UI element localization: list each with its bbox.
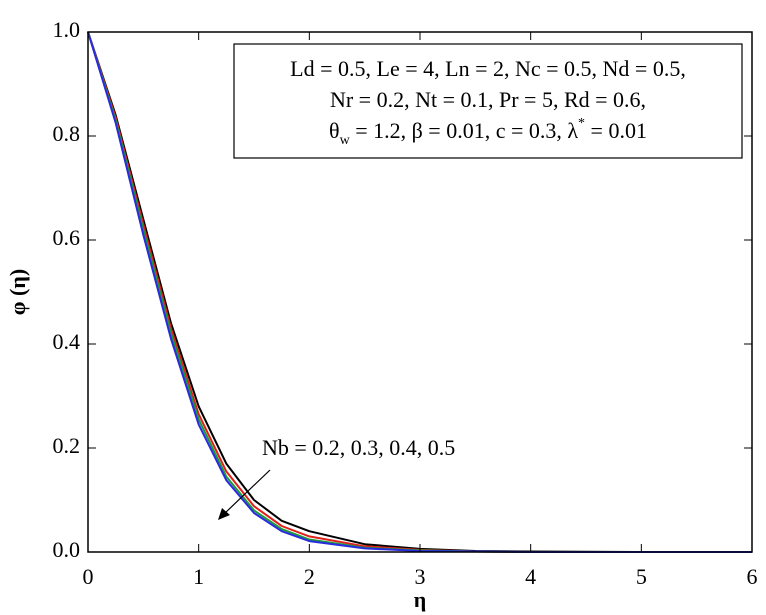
x-tick-label: 5: [636, 564, 647, 589]
annotation: Nb = 0.2, 0.3, 0.4, 0.5: [262, 435, 455, 460]
y-tick-label: 0.2: [53, 433, 81, 458]
y-tick-label: 0.4: [53, 329, 81, 354]
arrow-head: [218, 508, 230, 520]
y-tick-label: 0.0: [53, 537, 81, 562]
y-tick-label: 0.6: [53, 225, 81, 250]
x-tick-label: 2: [304, 564, 315, 589]
y-tick-label: 0.8: [53, 121, 81, 146]
x-axis-label: η: [414, 587, 427, 612]
x-tick-label: 3: [415, 564, 426, 589]
y-tick-label: 1.0: [53, 17, 81, 42]
param-text: = 1.2, β = 0.01, c = 0.3, λ: [350, 118, 579, 143]
param-subscript: w: [340, 133, 351, 148]
x-tick-label: 0: [83, 564, 94, 589]
x-tick-label: 1: [193, 564, 204, 589]
param-text: θ: [329, 118, 340, 143]
x-tick-label: 4: [525, 564, 536, 589]
parameter-line: Ld = 0.5, Le = 4, Ln = 2, Nc = 0.5, Nd =…: [290, 56, 686, 81]
parameter-line: Nr = 0.2, Nt = 0.1, Pr = 5, Rd = 0.6,: [330, 87, 646, 112]
param-superscript: *: [578, 116, 585, 131]
param-text: = 0.01: [585, 118, 647, 143]
parameter-line: θw = 1.2, β = 0.01, c = 0.3, λ* = 0.01: [329, 116, 647, 148]
x-tick-label: 6: [747, 564, 758, 589]
arrow: [223, 469, 271, 515]
y-axis-label: φ (η): [5, 269, 30, 315]
parameter-box: [233, 43, 743, 159]
